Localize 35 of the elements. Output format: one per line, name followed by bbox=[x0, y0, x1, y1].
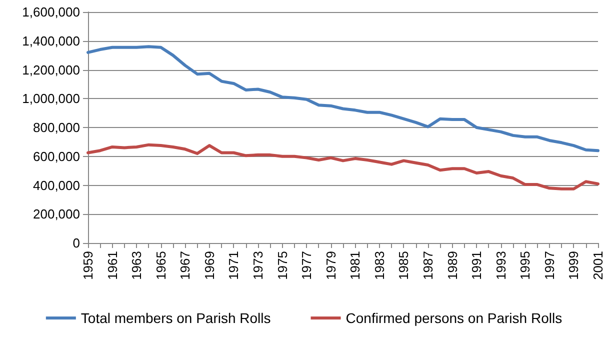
x-tick-label: 1983 bbox=[372, 251, 387, 280]
x-tick-label: 1975 bbox=[274, 251, 290, 280]
x-tick-label: 1969 bbox=[202, 251, 217, 280]
legend-label: Total members on Parish Rolls bbox=[80, 310, 271, 326]
x-tick-label: 1993 bbox=[493, 251, 508, 280]
x-tick-label: 1997 bbox=[542, 251, 557, 280]
line-series bbox=[86, 45, 600, 152]
x-tick-label: 1991 bbox=[469, 251, 484, 280]
legend-label: Confirmed persons on Parish Rolls bbox=[346, 310, 562, 326]
x-tick-label: 1995 bbox=[518, 251, 533, 280]
x-tick-label: 1959 bbox=[80, 251, 96, 280]
x-tick-label: 1981 bbox=[348, 251, 363, 280]
x-tick-label: 1977 bbox=[299, 251, 314, 280]
x-tick-label: 2001 bbox=[590, 251, 606, 280]
x-tick-label: 1973 bbox=[250, 251, 266, 280]
y-tick-label: 0 bbox=[72, 236, 80, 250]
x-tick-label: 1989 bbox=[444, 251, 460, 280]
y-tick-label: 400,000 bbox=[33, 178, 80, 193]
y-tick-label: 1,600,000 bbox=[22, 4, 80, 20]
y-tick-label: 800,000 bbox=[33, 120, 80, 135]
x-tick-label: 1963 bbox=[129, 251, 144, 280]
x-tick-label: 1971 bbox=[226, 251, 242, 280]
y-tick-label: 200,000 bbox=[33, 206, 80, 222]
x-tick-label: 1999 bbox=[566, 251, 582, 280]
y-tick-label: 1,200,000 bbox=[22, 62, 80, 78]
y-tick-label: 1,400,000 bbox=[22, 33, 80, 48]
line-series bbox=[86, 143, 600, 190]
y-tick-label: 600,000 bbox=[33, 148, 80, 164]
x-tick-label: 1979 bbox=[323, 251, 338, 280]
x-tick-label: 1987 bbox=[420, 251, 436, 280]
x-tick-label: 1985 bbox=[396, 251, 412, 280]
x-tick-label: 1961 bbox=[104, 251, 120, 280]
y-tick-label: 1,000,000 bbox=[22, 91, 80, 106]
x-tick-label: 1965 bbox=[153, 251, 168, 280]
x-tick-label: 1967 bbox=[178, 251, 193, 280]
